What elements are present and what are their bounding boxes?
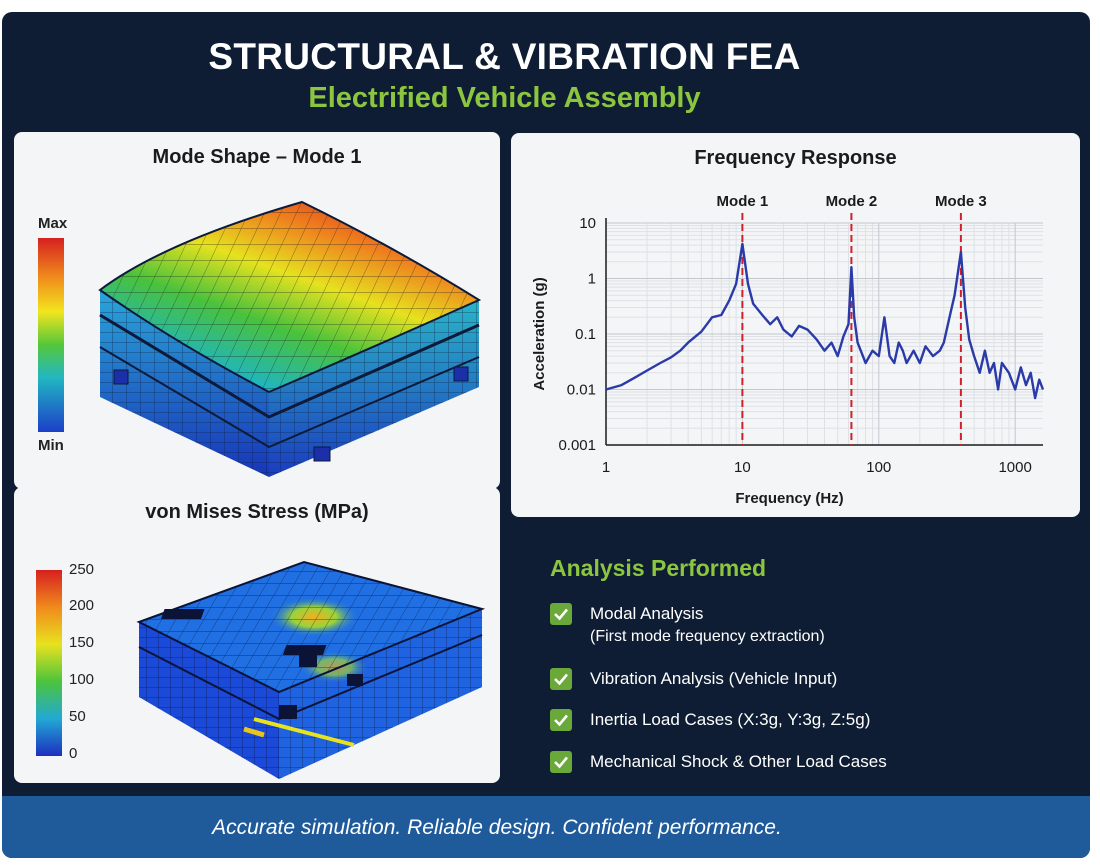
y-tick-label: 10 <box>579 215 596 232</box>
stress-tick-150: 150 <box>69 634 95 651</box>
frequency-response-title: Frequency Response <box>694 147 897 169</box>
footer-banner: Accurate simulation. Reliable design. Co… <box>2 796 1090 858</box>
stress-graphic <box>36 560 486 779</box>
mode-marker-label: Mode 2 <box>826 193 878 210</box>
checkmark-icon <box>550 751 572 773</box>
analysis-item-label: Inertia Load Cases (X:3g, Y:3g, Z:5g) <box>590 710 871 729</box>
stress-colorbar <box>36 570 62 756</box>
analysis-item-label: Vibration Analysis (Vehicle Input) <box>590 669 838 688</box>
y-tick-label: 0.1 <box>575 326 596 343</box>
x-tick-label: 100 <box>866 459 891 476</box>
analysis-item-sub: (First mode frequency extraction) <box>590 628 825 645</box>
colorbar-min-label: Min <box>38 437 64 454</box>
x-axis-title: Frequency (Hz) <box>735 490 843 507</box>
stress-tick-250: 250 <box>69 561 95 578</box>
page-subtitle: Electrified Vehicle Assembly <box>308 82 701 114</box>
stress-tick-200: 200 <box>69 597 95 614</box>
y-tick-label: 0.001 <box>558 437 596 454</box>
response-curve <box>605 242 1045 400</box>
stress-panel: von Mises Stress (MPa) 250 200 150 100 5… <box>14 487 500 783</box>
footer-tagline: Accurate simulation. Reliable design. Co… <box>212 816 782 839</box>
checkmark-icon <box>550 603 572 625</box>
analysis-item-label: Mechanical Shock & Other Load Cases <box>590 752 887 771</box>
frequency-response-panel: Frequency Response 1 10 100 1000 10 1 0.1 0.01 0… <box>511 133 1080 517</box>
mode-marker-label: Mode 1 <box>717 193 769 210</box>
colorbar-max-label: Max <box>38 215 68 232</box>
x-tick-label: 1000 <box>998 459 1031 476</box>
mode-shape-graphic <box>38 200 482 477</box>
infographic-frame: STRUCTURAL & VIBRATION FEA Electrified V… <box>2 12 1090 858</box>
y-axis-title: Acceleration (g) <box>531 277 548 390</box>
x-tick-label: 10 <box>734 459 751 476</box>
checkmark-icon <box>550 709 572 731</box>
analysis-item-label: Modal Analysis <box>590 604 704 623</box>
mode-marker-label: Mode 3 <box>935 193 987 210</box>
y-tick-label: 1 <box>588 271 596 288</box>
stress-tick-50: 50 <box>69 708 86 725</box>
checkmark-icon <box>550 668 572 690</box>
x-tick-label: 1 <box>602 459 610 476</box>
page-title: STRUCTURAL & VIBRATION FEA <box>208 36 801 77</box>
stress-tick-100: 100 <box>69 671 95 688</box>
mode-colorbar <box>38 238 64 432</box>
analysis-title: Analysis Performed <box>550 555 767 581</box>
frequency-response-chart: 1 10 100 1000 10 1 0.1 0.01 0.001 Frequency (Hz) A… <box>531 193 1045 507</box>
mode-shape-title: Mode Shape – Mode 1 <box>152 146 362 168</box>
stress-tick-0: 0 <box>69 745 78 762</box>
stress-title: von Mises Stress (MPa) <box>145 501 369 523</box>
mode-shape-panel: Mode Shape – Mode 1 Max Min <box>14 132 500 489</box>
y-tick-label: 0.01 <box>567 382 596 399</box>
